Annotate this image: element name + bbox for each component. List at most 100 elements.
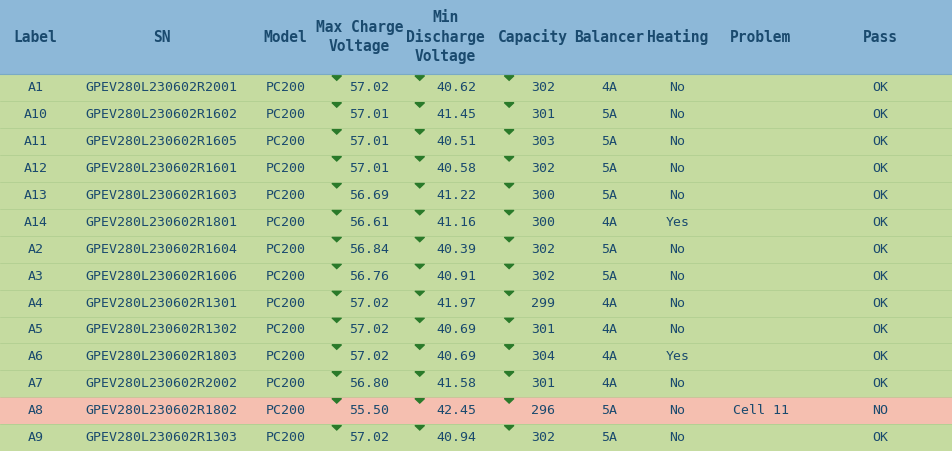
Text: OK: OK (873, 189, 888, 202)
Text: 40.94: 40.94 (436, 431, 476, 444)
Text: 40.62: 40.62 (436, 81, 476, 94)
Text: PC200: PC200 (266, 216, 306, 229)
Text: 302: 302 (531, 270, 555, 283)
Text: 41.16: 41.16 (436, 216, 476, 229)
Bar (0, 209, 952, 236)
Polygon shape (332, 345, 342, 349)
Text: No: No (669, 377, 685, 390)
Text: OK: OK (873, 108, 888, 121)
Bar (0, 317, 952, 343)
Polygon shape (505, 237, 514, 242)
Text: PC200: PC200 (266, 243, 306, 256)
Text: 56.69: 56.69 (349, 189, 389, 202)
Bar (0, 397, 952, 424)
Text: 42.45: 42.45 (436, 404, 476, 417)
Polygon shape (332, 210, 342, 215)
Polygon shape (505, 291, 514, 295)
Polygon shape (415, 345, 425, 349)
Text: 5A: 5A (602, 189, 617, 202)
Text: 40.69: 40.69 (436, 350, 476, 364)
Text: Model: Model (264, 30, 307, 45)
Text: GPEV280L230602R1605: GPEV280L230602R1605 (86, 135, 238, 148)
Text: SN: SN (153, 30, 170, 45)
Polygon shape (415, 76, 425, 80)
Text: 41.58: 41.58 (436, 377, 476, 390)
Text: A1: A1 (28, 81, 44, 94)
Polygon shape (332, 237, 342, 242)
Polygon shape (415, 291, 425, 295)
Text: OK: OK (873, 270, 888, 283)
Text: No: No (669, 81, 685, 94)
Text: GPEV280L230602R1602: GPEV280L230602R1602 (86, 108, 238, 121)
Text: OK: OK (873, 81, 888, 94)
Text: 300: 300 (531, 216, 555, 229)
Text: A13: A13 (24, 189, 48, 202)
Text: No: No (669, 135, 685, 148)
Polygon shape (415, 210, 425, 215)
Text: OK: OK (873, 323, 888, 336)
Text: 41.97: 41.97 (436, 297, 476, 309)
Polygon shape (415, 237, 425, 242)
Bar (0, 424, 952, 451)
Text: OK: OK (873, 216, 888, 229)
Text: 301: 301 (531, 377, 555, 390)
Polygon shape (332, 156, 342, 161)
Text: GPEV280L230602R1301: GPEV280L230602R1301 (86, 297, 238, 309)
Bar (0, 128, 952, 155)
Text: 299: 299 (531, 297, 555, 309)
Polygon shape (332, 291, 342, 295)
Text: 57.02: 57.02 (349, 323, 389, 336)
Text: Label: Label (14, 30, 57, 45)
Text: A10: A10 (24, 108, 48, 121)
Text: 5A: 5A (602, 404, 617, 417)
Text: 40.39: 40.39 (436, 243, 476, 256)
Text: Min
Discharge
Voltage: Min Discharge Voltage (406, 10, 485, 64)
Text: A4: A4 (28, 297, 44, 309)
Text: No: No (669, 189, 685, 202)
Text: No: No (669, 270, 685, 283)
Text: No: No (669, 431, 685, 444)
Bar (0, 370, 952, 397)
Polygon shape (332, 103, 342, 107)
Polygon shape (415, 129, 425, 134)
Text: 301: 301 (531, 108, 555, 121)
Text: No: No (669, 404, 685, 417)
Text: A8: A8 (28, 404, 44, 417)
Text: GPEV280L230602R1303: GPEV280L230602R1303 (86, 431, 238, 444)
Text: A9: A9 (28, 431, 44, 444)
Polygon shape (505, 129, 514, 134)
Polygon shape (415, 156, 425, 161)
Text: No: No (669, 243, 685, 256)
Text: 56.61: 56.61 (349, 216, 389, 229)
Text: A11: A11 (24, 135, 48, 148)
Text: OK: OK (873, 135, 888, 148)
Polygon shape (332, 318, 342, 322)
Text: OK: OK (873, 350, 888, 364)
Polygon shape (505, 425, 514, 430)
Text: A3: A3 (28, 270, 44, 283)
Polygon shape (332, 399, 342, 403)
Text: A14: A14 (24, 216, 48, 229)
Text: NO: NO (873, 404, 888, 417)
Text: 302: 302 (531, 431, 555, 444)
Text: No: No (669, 323, 685, 336)
Text: PC200: PC200 (266, 135, 306, 148)
Text: PC200: PC200 (266, 270, 306, 283)
Text: PC200: PC200 (266, 377, 306, 390)
Bar (0, 155, 952, 182)
Text: A2: A2 (28, 243, 44, 256)
Polygon shape (505, 264, 514, 269)
Text: PC200: PC200 (266, 108, 306, 121)
Text: GPEV280L230602R1604: GPEV280L230602R1604 (86, 243, 238, 256)
Text: A5: A5 (28, 323, 44, 336)
Text: 57.02: 57.02 (349, 297, 389, 309)
Text: GPEV280L230602R1601: GPEV280L230602R1601 (86, 162, 238, 175)
Text: OK: OK (873, 431, 888, 444)
Text: 5A: 5A (602, 270, 617, 283)
Polygon shape (332, 425, 342, 430)
Text: OK: OK (873, 377, 888, 390)
Text: 302: 302 (531, 162, 555, 175)
Text: 304: 304 (531, 350, 555, 364)
Text: 5A: 5A (602, 135, 617, 148)
Text: 57.01: 57.01 (349, 162, 389, 175)
